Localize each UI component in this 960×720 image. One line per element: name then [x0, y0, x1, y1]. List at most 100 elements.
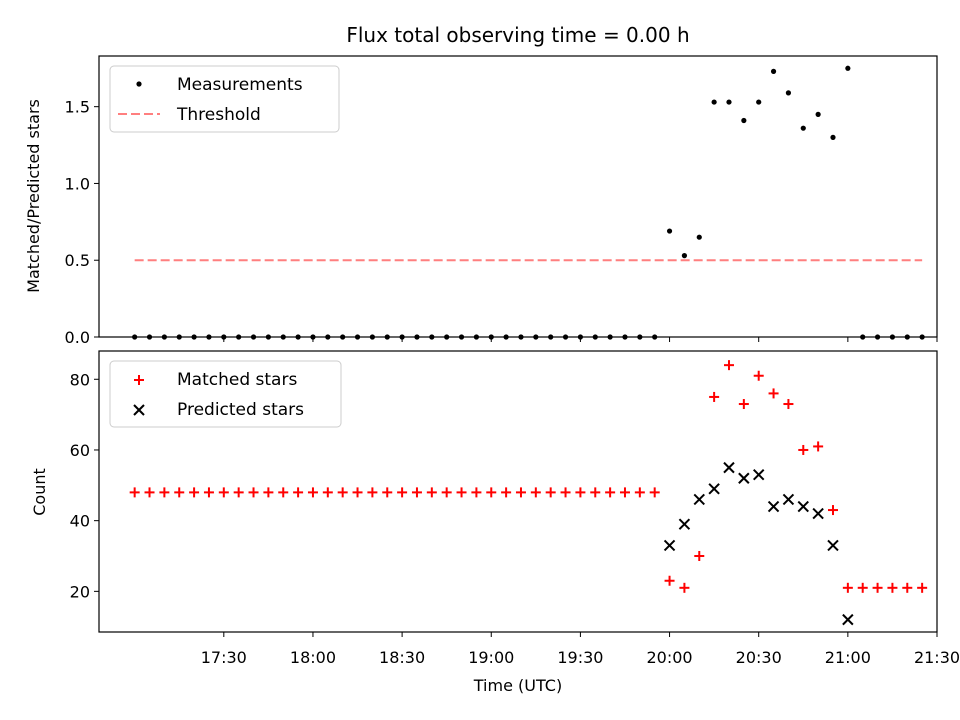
- matched-star-point: [902, 582, 913, 593]
- predicted-star-point: [678, 518, 691, 530]
- top-legend-box: [109, 65, 340, 133]
- matched-star-point: [233, 487, 244, 498]
- xtick-label: 19:30: [557, 648, 603, 667]
- matched-star-point: [263, 487, 274, 498]
- measurement-point: [711, 99, 717, 105]
- ytick-label: 1.5: [65, 98, 90, 117]
- matched-star-point: [397, 487, 408, 498]
- measurement-point: [666, 228, 673, 234]
- bottom-panel-series: [129, 360, 928, 626]
- matched-star-point: [174, 487, 185, 498]
- matched-star-point: [768, 388, 779, 399]
- matched-star-point: [486, 487, 497, 498]
- predicted-star-point: [827, 539, 839, 552]
- matched-star-point: [575, 487, 586, 498]
- matched-star-point: [426, 487, 437, 498]
- measurement-point: [681, 253, 688, 259]
- legend-matched-label: Matched stars: [177, 370, 297, 390]
- ytick-label: 0.5: [65, 251, 90, 270]
- matched-star-point: [842, 582, 853, 593]
- matched-star-point: [293, 487, 304, 498]
- matched-star-point: [827, 505, 838, 516]
- top-panel-frame: [98, 55, 938, 338]
- matched-star-point: [709, 391, 720, 402]
- ytick-label: 80: [70, 370, 90, 389]
- matched-star-point: [738, 399, 749, 410]
- matched-star-point: [917, 582, 928, 593]
- matched-star-point: [857, 582, 868, 593]
- top-panel-ylabel: Matched/Predicted stars: [24, 99, 43, 293]
- matched-star-point: [605, 487, 616, 498]
- ytick-label: 60: [70, 441, 90, 460]
- matched-star-point: [723, 360, 734, 371]
- measurement-point: [830, 134, 836, 140]
- bottom-legend-box: [109, 360, 342, 428]
- measurement-point: [800, 125, 806, 131]
- bottom-panel-xticks: 17:30 18:00 18:30 19:00 19:30 20:00 20:30 21:00…: [201, 632, 960, 667]
- matched-star-point: [278, 487, 289, 498]
- matched-star-point: [352, 487, 363, 498]
- predicted-star-point: [797, 500, 809, 513]
- predicted-star-point: [738, 472, 750, 484]
- bottom-panel-ylabel: Count: [30, 468, 49, 516]
- measurement-point: [815, 111, 821, 117]
- matched-star-point: [798, 444, 809, 455]
- bottom-panel: Count Time (UTC) 20 40 60 80 17:30 18:00 18:3…: [30, 350, 960, 695]
- measurement-point: [756, 99, 762, 105]
- xtick-label: 17:30: [201, 648, 247, 667]
- ytick-label: 40: [70, 512, 90, 531]
- xtick-label: 18:00: [290, 648, 336, 667]
- predicted-star-point: [812, 507, 824, 520]
- xtick-label: 21:30: [914, 648, 960, 667]
- predicted-star-point: [663, 539, 676, 552]
- matched-star-point: [189, 487, 200, 498]
- matched-star-point: [203, 487, 214, 498]
- legend-predicted-marker: [133, 404, 145, 416]
- legend-predicted-label: Predicted stars: [177, 400, 304, 420]
- xtick-label: 19:00: [468, 648, 514, 667]
- measurement-point: [785, 90, 792, 96]
- ytick-label: 0.0: [65, 328, 90, 347]
- bottom-panel-frame: [98, 350, 938, 633]
- matched-star-point: [872, 582, 883, 593]
- matched-star-point: [560, 487, 571, 498]
- legend-matched-marker: [134, 375, 144, 385]
- legend-threshold-label: Threshold: [176, 105, 261, 125]
- top-panel-title: Flux total observing time = 0.00 h: [346, 23, 689, 47]
- matched-star-point: [411, 487, 422, 498]
- matched-star-point: [634, 487, 645, 498]
- predicted-star-point: [723, 461, 735, 474]
- matched-star-point: [679, 582, 690, 593]
- matched-star-point: [144, 487, 155, 498]
- matched-star-point: [619, 487, 630, 498]
- matched-star-point: [337, 487, 348, 498]
- predicted-star-point: [782, 493, 795, 506]
- matched-star-point: [887, 582, 898, 593]
- matched-star-point: [649, 487, 660, 498]
- matched-star-point: [813, 441, 824, 452]
- matched-star-point: [441, 487, 452, 498]
- top-panel-yticks: 0.0 0.5 1.0 1.5: [65, 98, 99, 347]
- matched-star-point: [322, 487, 333, 498]
- matched-star-point: [783, 399, 794, 410]
- matched-star-point: [129, 487, 140, 498]
- matched-star-point: [501, 487, 512, 498]
- predicted-star-point: [693, 493, 705, 506]
- matched-star-point: [753, 370, 764, 381]
- xtick-label: 21:00: [825, 648, 871, 667]
- predicted-star-point: [708, 483, 720, 495]
- matched-star-point: [664, 575, 675, 586]
- bottom-panel-yticks: 20 40 60 80: [70, 370, 99, 601]
- measurement-point: [696, 234, 702, 240]
- xtick-label: 20:00: [646, 648, 692, 667]
- matched-star-point: [515, 487, 526, 498]
- matched-star-point: [159, 487, 170, 498]
- matched-star-point: [545, 487, 556, 498]
- top-panel-series: [132, 65, 925, 340]
- bottom-panel-legend: Matched stars Predicted stars: [109, 360, 342, 428]
- ytick-label: 1.0: [65, 174, 90, 193]
- matched-star-point: [307, 487, 318, 498]
- legend-measurements-label: Measurements: [177, 75, 303, 95]
- matched-star-point: [456, 487, 467, 498]
